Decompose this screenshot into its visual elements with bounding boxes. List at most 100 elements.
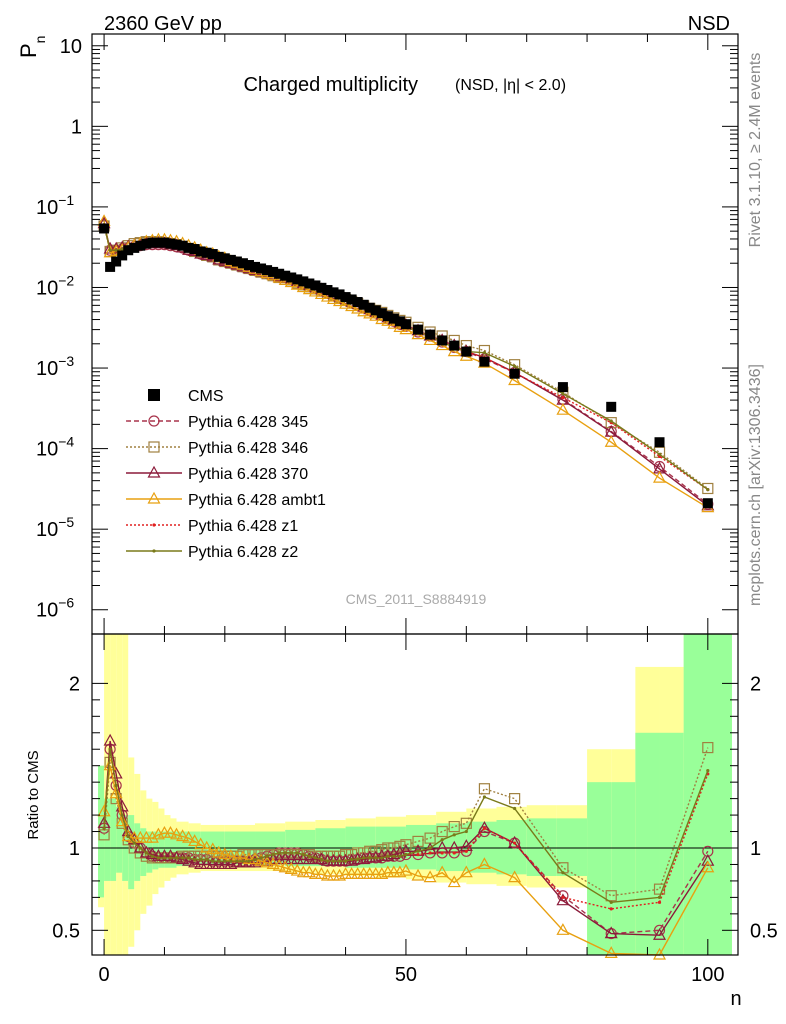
ratio-3-point-34 <box>302 865 316 878</box>
band-outer-2 <box>116 634 123 955</box>
cms-point-61 <box>702 498 713 509</box>
cms-point-11 <box>165 238 176 249</box>
series-5-point-57 <box>513 364 517 368</box>
legend-label-3: Pythia 6.428 ambt1 <box>188 492 326 509</box>
ratio-4-point-59 <box>609 907 613 911</box>
x-axis-label: n <box>730 988 741 1010</box>
series-5-point-3 <box>120 247 124 251</box>
ratio-3-point-36 <box>314 867 328 879</box>
cms-point-26 <box>256 263 267 274</box>
band-inner-4 <box>128 815 135 890</box>
legend-marker-0 <box>148 415 160 427</box>
ratio-5-point-42 <box>356 857 360 862</box>
ratio-5-point-49 <box>398 854 402 858</box>
ratio-2-point-59 <box>604 926 618 939</box>
legend-label-4: Pythia 6.428 z1 <box>188 518 298 535</box>
ratio-3-point-56 <box>477 857 491 870</box>
ratio-5-point-7 <box>144 851 148 855</box>
ratio-1-point-61 <box>702 741 714 754</box>
ratio-2-point-7 <box>139 845 153 858</box>
ratio-3-point-19 <box>212 845 226 858</box>
ratio-3-point-3 <box>115 814 129 827</box>
main-ytick-label-7: 10−6 <box>36 595 74 622</box>
ratio-4-point-53 <box>440 851 444 855</box>
ratio-5-point-11 <box>168 856 173 860</box>
ratio-4-point-58 <box>561 895 565 899</box>
xtick-label-1: 50 <box>395 964 417 986</box>
xtick-label-0: 0 <box>99 964 110 986</box>
ratio-1-point-46 <box>376 844 388 856</box>
cms-point-2 <box>111 256 122 267</box>
series-3-point-58 <box>556 402 570 415</box>
main-ytick-label-1: 1 <box>71 116 82 138</box>
ratio-1-point-57 <box>509 793 521 805</box>
series-5-point-61 <box>706 487 710 492</box>
band-inner-11 <box>170 831 177 868</box>
ratio-5-point-41 <box>350 857 354 862</box>
ratio-4-point-55 <box>464 849 468 853</box>
ratio-5-point-19 <box>217 859 221 863</box>
ratio-3-point-50 <box>399 863 413 876</box>
ratio-1-point-54 <box>448 820 460 833</box>
ratio-2-point-58 <box>556 893 570 906</box>
main-ytick-label-5: 10−4 <box>36 434 74 461</box>
ratio-5-point-12 <box>174 856 179 860</box>
cms-point-59 <box>606 401 617 412</box>
series-5-point-58 <box>561 392 565 396</box>
ratio-5-point-23 <box>241 859 245 863</box>
ratio-y-axis-label: Ratio to CMS <box>25 750 42 839</box>
ratio-3-point-29 <box>272 858 286 871</box>
legend-marker-1 <box>148 441 160 453</box>
ratio-3-point-14 <box>182 830 196 843</box>
ratio-1-point-53 <box>436 825 448 838</box>
band-inner-10 <box>164 831 171 868</box>
ratio-5-point-61 <box>706 769 710 773</box>
cms-point-17 <box>201 247 212 258</box>
cms-point-10 <box>159 237 170 248</box>
band-inner-8 <box>152 831 159 870</box>
cms-point-32 <box>292 274 303 285</box>
ratio-1-point-47 <box>382 842 394 854</box>
ratio-5-point-35 <box>313 856 317 860</box>
ratio-5-point-1 <box>108 747 112 751</box>
cms-point-41 <box>346 294 357 305</box>
ratio-3-point-8 <box>145 830 159 843</box>
ratio-3-point-53 <box>435 865 449 878</box>
ratio-5-point-10 <box>162 856 167 860</box>
ratio-5-point-60 <box>657 895 662 899</box>
ratio-2-point-8 <box>145 847 159 860</box>
cms-point-5 <box>129 242 140 253</box>
cms-point-28 <box>268 266 279 277</box>
ratio-3-point-57 <box>508 870 522 883</box>
cms-point-31 <box>286 272 297 283</box>
ratio-5-point-2 <box>114 783 118 788</box>
ratio-5-point-25 <box>253 857 257 862</box>
cms-point-33 <box>298 276 309 287</box>
ratio-5-point-48 <box>392 854 396 858</box>
cms-point-57 <box>509 368 520 379</box>
cms-point-58 <box>557 382 568 393</box>
chart-title: Charged multiplicity <box>243 74 418 96</box>
series-5-point-1 <box>108 248 112 252</box>
series-3-point-59 <box>604 434 618 447</box>
cms-point-21 <box>225 254 236 265</box>
ratio-5-point-15 <box>193 857 197 862</box>
ratio-2-point-56 <box>477 821 491 833</box>
band-outer-3 <box>122 634 129 955</box>
cms-point-44 <box>364 302 375 313</box>
ratio-5-point-21 <box>229 859 233 863</box>
legend-marker-2 <box>147 465 161 478</box>
cms-point-1 <box>105 261 116 272</box>
ratio-5-point-8 <box>150 854 154 858</box>
cms-point-0 <box>99 223 110 234</box>
ratio-5-point-53 <box>440 838 444 842</box>
main-ytick-label-6: 10−5 <box>36 514 74 541</box>
cms-point-49 <box>394 316 405 327</box>
series-5-point-60 <box>657 452 662 456</box>
cms-point-27 <box>262 265 273 276</box>
ratio-5-point-14 <box>186 856 191 860</box>
ratio-5-point-47 <box>386 854 390 858</box>
ratio-5-point-45 <box>374 856 378 860</box>
cms-point-36 <box>316 282 327 293</box>
